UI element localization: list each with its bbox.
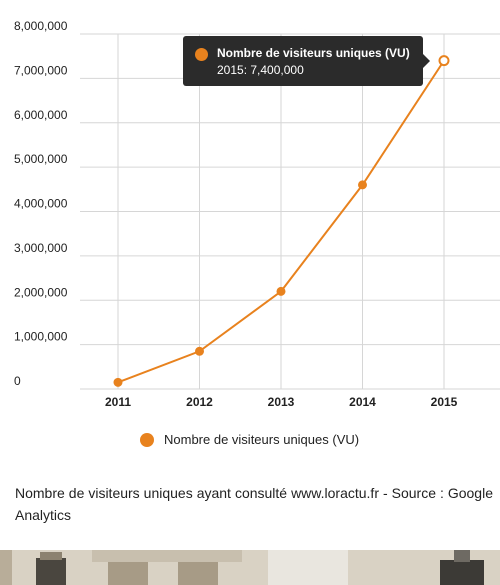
data-point-highlighted	[438, 55, 450, 67]
data-tooltip: Nombre de visiteurs uniques (VU) 2015: 7…	[183, 36, 430, 86]
tooltip-value: 2015: 7,400,000	[217, 63, 304, 77]
y-tick-label: 4,000,000	[14, 197, 68, 211]
legend-series-dot	[140, 432, 154, 447]
data-point	[358, 180, 367, 190]
x-axis-tick-labels: 2011 2012 2013 2014 2015	[105, 395, 458, 409]
article-photo	[0, 550, 500, 585]
series-visiteurs-uniques	[113, 55, 450, 387]
y-tick-label: 5,000,000	[14, 152, 68, 166]
x-tick-label: 2015	[431, 395, 458, 409]
legend-series-label: Nombre de visiteurs uniques (VU)	[164, 432, 360, 447]
y-axis-tick-labels: 0 1,000,000 2,000,000 3,000,000 4,000,000 5,0…	[14, 19, 68, 388]
chart-caption: Nombre de visiteurs uniques ayant consul…	[15, 485, 493, 523]
tooltip-series-dot	[195, 48, 208, 61]
data-point	[195, 346, 204, 356]
x-tick-label: 2013	[268, 395, 295, 409]
y-tick-label: 8,000,000	[14, 19, 68, 33]
horizontal-gridlines	[80, 33, 500, 390]
x-tick-label: 2011	[105, 395, 131, 409]
y-tick-label: 7,000,000	[14, 63, 68, 77]
y-tick-label: 3,000,000	[14, 241, 68, 255]
chart-legend[interactable]: Nombre de visiteurs uniques (VU)	[140, 432, 359, 447]
vertical-gridlines	[117, 34, 445, 389]
data-point	[113, 377, 123, 387]
line-chart: 0 1,000,000 2,000,000 3,000,000 4,000,000 5,0…	[14, 19, 500, 409]
y-tick-label: 1,000,000	[14, 330, 68, 344]
data-point	[276, 286, 286, 296]
x-tick-label: 2014	[349, 395, 376, 409]
x-tick-label: 2012	[186, 395, 213, 409]
building-photo-image	[0, 550, 500, 585]
y-tick-label: 0	[14, 374, 21, 388]
tooltip-series-name: Nombre de visiteurs uniques (VU)	[217, 46, 410, 60]
y-tick-label: 2,000,000	[14, 285, 68, 299]
y-tick-label: 6,000,000	[14, 108, 68, 122]
